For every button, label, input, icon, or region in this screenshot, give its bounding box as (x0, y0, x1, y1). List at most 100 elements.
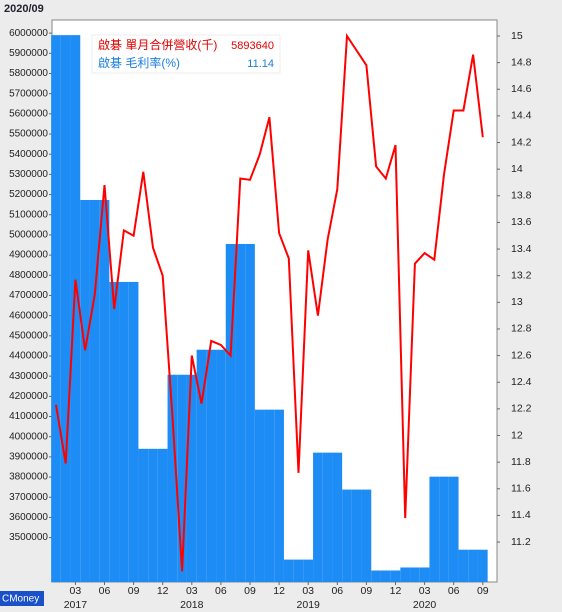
bar (245, 243, 255, 583)
bar (332, 452, 343, 582)
x-tick-label: 03 (186, 585, 198, 597)
bar (477, 549, 488, 582)
x-tick-label: 03 (70, 585, 82, 597)
bar (70, 35, 81, 583)
x-tick-label: 06 (331, 585, 343, 597)
bar (148, 448, 158, 582)
x-tick-label: 06 (99, 585, 111, 597)
x-tick-label: 06 (215, 585, 227, 597)
y2-tick-label: 13.8 (511, 190, 532, 202)
y2-tick-label: 12 (511, 429, 523, 441)
y-tick-label: 4500000 (9, 330, 48, 341)
x-group-label: 2017 (64, 599, 88, 611)
bar (293, 559, 304, 582)
y-tick-label: 4800000 (9, 270, 48, 281)
legend-box (91, 34, 281, 74)
x-tick-label: 09 (128, 585, 140, 597)
y2-tick-label: 11.8 (511, 456, 531, 468)
y-tick-label: 5500000 (9, 129, 48, 140)
y-tick-label: 4400000 (9, 351, 48, 362)
y-tick-label: 5000000 (9, 230, 48, 241)
bar (51, 35, 61, 583)
x-group-label: 2019 (297, 599, 321, 611)
bar (274, 409, 284, 582)
bar (109, 281, 120, 582)
y-tick-label: 3600000 (9, 512, 48, 523)
bar (283, 559, 294, 582)
bar (60, 35, 71, 583)
y2-tick-label: 14.6 (511, 83, 532, 95)
x-tick-label: 12 (390, 585, 402, 597)
x-tick-label: 03 (302, 585, 314, 597)
bar (80, 200, 90, 582)
y-tick-label: 4700000 (9, 290, 48, 301)
y-tick-label: 3900000 (9, 452, 48, 463)
y2-tick-label: 14 (511, 163, 523, 175)
y2-tick-label: 13.4 (511, 243, 532, 255)
y-tick-label: 5400000 (9, 149, 48, 160)
bar (371, 570, 381, 582)
bar (419, 567, 430, 582)
corner-label: 2020/09 (4, 3, 44, 15)
y-tick-label: 4600000 (9, 310, 48, 321)
y-tick-label: 5200000 (9, 189, 48, 200)
y-tick-label: 5700000 (9, 88, 48, 99)
bar (322, 452, 333, 582)
bar (235, 243, 246, 583)
y2-tick-label: 12.2 (511, 403, 532, 415)
x-tick-label: 12 (157, 585, 169, 597)
x-tick-label: 09 (361, 585, 373, 597)
bar (458, 549, 469, 582)
bar (429, 476, 440, 582)
bar (99, 200, 110, 582)
y-tick-label: 6000000 (9, 28, 48, 39)
bar (439, 476, 449, 582)
x-group-label: 2020 (413, 599, 437, 611)
source: CMoney (2, 594, 39, 605)
bar (138, 448, 149, 582)
bar (468, 549, 478, 582)
bar (89, 200, 100, 582)
y-tick-label: 4100000 (9, 411, 48, 422)
bar (216, 349, 226, 582)
x-tick-label: 12 (273, 585, 285, 597)
bar (351, 489, 362, 582)
bar (119, 281, 129, 582)
y-tick-label: 5900000 (9, 48, 48, 59)
y2-tick-label: 13 (511, 296, 523, 308)
y2-tick-label: 12.4 (511, 376, 532, 388)
bar (390, 570, 401, 582)
bar (361, 489, 372, 582)
bar (400, 567, 411, 582)
bar (196, 349, 207, 582)
bar (254, 409, 265, 582)
bar (167, 374, 178, 582)
y-tick-label: 3800000 (9, 472, 48, 483)
y-tick-label: 3500000 (9, 532, 48, 543)
y2-tick-label: 12.6 (511, 349, 532, 361)
legend-name: 啟碁 單月合併營收(千) (98, 37, 217, 52)
y-tick-label: 3700000 (9, 492, 48, 503)
bar (225, 243, 236, 583)
y-tick-label: 5800000 (9, 68, 48, 79)
y-tick-label: 5300000 (9, 169, 48, 180)
bar (380, 570, 391, 582)
bar (303, 559, 314, 582)
y2-tick-label: 13.2 (511, 269, 532, 281)
x-tick-label: 09 (477, 585, 489, 597)
legend-name: 啟碁 毛利率(%) (98, 55, 180, 70)
bar (206, 349, 217, 582)
bar (264, 409, 275, 582)
y2-tick-label: 11.2 (511, 536, 531, 548)
y2-tick-label: 15 (511, 30, 523, 42)
x-group-label: 2018 (180, 599, 204, 611)
y-tick-label: 4300000 (9, 371, 48, 382)
legend-value: 11.14 (247, 58, 274, 70)
x-tick-label: 06 (448, 585, 460, 597)
bar (313, 452, 323, 582)
x-tick-label: 03 (419, 585, 431, 597)
y-tick-label: 4900000 (9, 250, 48, 261)
source-badge (0, 591, 44, 606)
